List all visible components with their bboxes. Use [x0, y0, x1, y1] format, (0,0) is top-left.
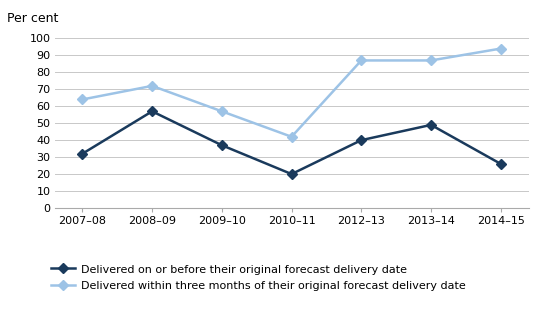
- Delivered within three months of their original forecast delivery date: [498, 47, 504, 51]
- Delivered on or before their original forecast delivery date: [498, 162, 504, 166]
- Legend: Delivered on or before their original forecast delivery date, Delivered within t: Delivered on or before their original fo…: [51, 264, 465, 291]
- Delivered on or before their original forecast delivery date: [149, 109, 155, 113]
- Delivered within three months of their original forecast delivery date: [288, 135, 295, 139]
- Delivered within three months of their original forecast delivery date: [79, 98, 86, 101]
- Line: Delivered within three months of their original forecast delivery date: Delivered within three months of their o…: [79, 45, 504, 140]
- Text: Per cent: Per cent: [7, 12, 58, 25]
- Delivered on or before their original forecast delivery date: [79, 152, 86, 156]
- Delivered on or before their original forecast delivery date: [219, 143, 225, 147]
- Line: Delivered on or before their original forecast delivery date: Delivered on or before their original fo…: [79, 108, 504, 178]
- Delivered within three months of their original forecast delivery date: [428, 59, 434, 62]
- Delivered on or before their original forecast delivery date: [428, 123, 434, 127]
- Delivered on or before their original forecast delivery date: [288, 172, 295, 176]
- Delivered within three months of their original forecast delivery date: [149, 84, 155, 88]
- Delivered within three months of their original forecast delivery date: [358, 59, 365, 62]
- Delivered on or before their original forecast delivery date: [358, 138, 365, 142]
- Delivered within three months of their original forecast delivery date: [219, 109, 225, 113]
